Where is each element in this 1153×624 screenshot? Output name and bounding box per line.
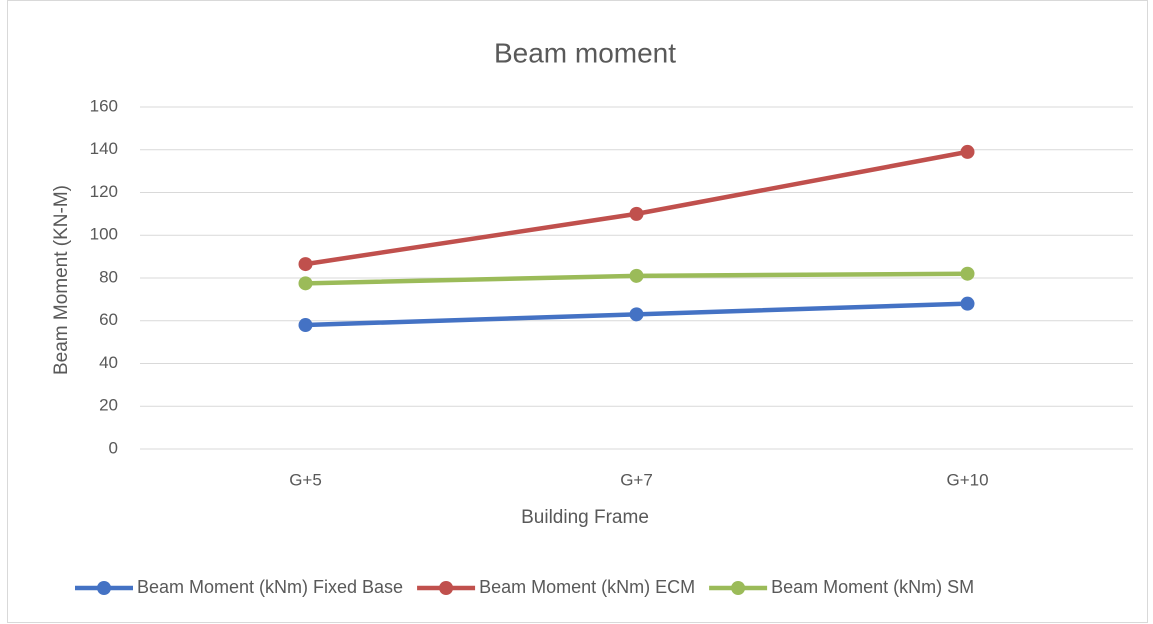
legend-label: Beam Moment (kNm) ECM [479,577,695,597]
chart-border [7,0,1148,623]
data-point [960,266,975,281]
x-axis-title: Building Frame [521,507,649,528]
y-tick-label: 80 [99,267,118,286]
legend-label: Beam Moment (kNm) SM [771,577,974,597]
data-point [298,318,313,333]
x-tick-label: G+10 [946,470,988,489]
legend-marker [439,581,454,595]
x-tick-label: G+5 [289,470,322,489]
y-tick-label: 60 [99,310,118,329]
legend-marker [97,581,111,595]
data-point [298,276,313,291]
x-tick-label: G+7 [620,470,653,489]
data-point [298,257,313,272]
y-tick-label: 0 [109,438,118,457]
y-tick-label: 100 [90,225,118,244]
y-tick-label: 40 [99,353,118,372]
data-point [629,307,644,322]
data-point [629,268,644,283]
chart-title: Beam moment [494,37,676,68]
legend-marker [731,581,746,595]
y-tick-label: 20 [99,396,118,415]
legend-label: Beam Moment (kNm) Fixed Base [137,577,403,597]
data-point [960,144,975,159]
y-tick-label: 120 [90,182,118,201]
data-point [960,296,975,311]
data-point [629,206,644,221]
y-tick-label: 160 [90,96,118,115]
y-tick-label: 140 [90,139,118,158]
y-axis-title: Beam Moment (KN-M) [51,185,72,375]
